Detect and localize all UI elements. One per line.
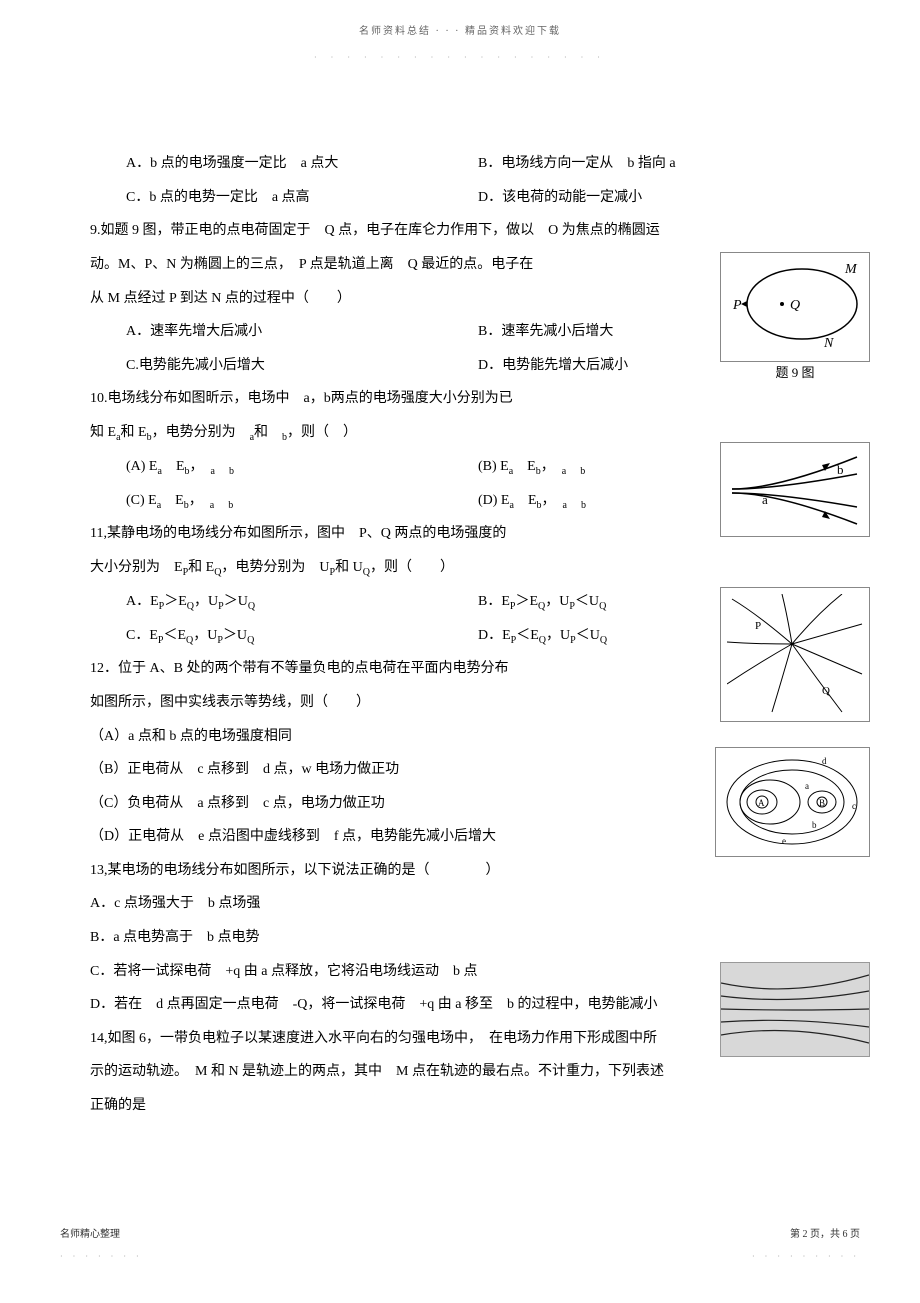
page-footer: 名师精心整理 · · · · · · · 第 2 页，共 6 页 · · · ·… [60,1223,860,1266]
q9-stem1: 9.如题 9 图，带正电的点电荷固定于 Q 点，电子在库仑力作用下，做以 O 为… [90,214,830,248]
svg-text:P: P [755,620,761,632]
q10-stem2: 知 Ea和 Eb，电势分别为 a和 b，则（ ） [90,416,830,450]
q10-label-a: a [762,492,768,507]
q8-opt-d: D．该电荷的动能一定减小 [478,181,830,215]
q9-caption: 题 9 图 [720,364,870,382]
header-dots: · · · · · · · · · · · · · · · · · · [60,48,860,67]
q10-label-b: b [837,462,844,477]
q11-row2: C．EP＜EQ，UP＞UQ D．EP＜EQ，UP＜UQ [90,619,830,653]
curved-field-icon [721,963,869,1056]
q10-row2: (C) Ea Eb， a b (D) Ea Eb， a b [90,484,830,518]
radial-field-icon: P Q [727,594,863,714]
svg-text:B: B [819,798,825,808]
q9-stem3: 从 M 点经过 P 到达 N 点的过程中（ ） [90,282,830,316]
q9-opt-a: A．速率先增大后减小 [126,315,478,349]
q10-opt-c: (C) Ea Eb， a b [126,484,478,518]
q13-figure [720,962,870,1057]
q8-row1: A．b 点的电场强度一定比 a 点大 B．电场线方向一定从 b 指向 a [90,147,830,181]
q10-stem1: 10.电场线分布如图昕示，电场中 a，b两点的电场强度大小分别为已 [90,382,830,416]
q9-label-m: M [844,262,858,277]
q11-figure: P Q [720,587,870,722]
q14-stem3: 正确的是 [90,1089,830,1123]
q11-opt-a: A．EP＞EQ，UP＞UQ [126,585,478,619]
q10-row1: (A) Ea Eb， a b (B) Ea Eb， a b [90,450,830,484]
q14-stem2: 示的运动轨迹。 M 和 N 是轨迹上的两点，其中 M 点在轨迹的最右点。不计重力… [90,1055,830,1089]
q9-label-p: P [732,298,742,313]
header-note: 名师资料总结 · · · 精品资料欢迎下载 [60,20,860,44]
q8-opt-a: A．b 点的电场强度一定比 a 点大 [126,147,478,181]
svg-text:A: A [758,798,765,808]
q13-opt-a: A．c 点场强大于 b 点场强 [90,887,830,921]
page-content: A．b 点的电场强度一定比 a 点大 B．电场线方向一定从 b 指向 a C．b… [60,147,860,1122]
q9-row2: C.电势能先减小后增大 D．电势能先增大后减小 [90,349,830,383]
q13-stem: 13,某电场的电场线分布如图所示，以下说法正确的是（ ） [90,854,830,888]
q8-row2: C．b 点的电势一定比 a 点高 D．该电荷的动能一定减小 [90,181,830,215]
q10-figure: a b [720,442,870,537]
q12-figure: A B a b c d e [715,747,870,857]
svg-text:Q: Q [822,685,830,697]
svg-text:d: d [822,756,827,766]
svg-text:a: a [805,781,809,791]
q13-opt-d: D．若在 d 点再固定一点电荷 -Q，将一试探电荷 +q 由 a 移至 b 的过… [90,988,830,1022]
q12-stem1: 12．位于 A、B 处的两个带有不等量负电的点电荷在平面内电势分布 [90,652,830,686]
q8-opt-c: C．b 点的电势一定比 a 点高 [126,181,478,215]
q9-opt-c: C.电势能先减小后增大 [126,349,478,383]
q11-opt-c: C．EP＜EQ，UP＞UQ [126,619,478,653]
svg-text:b: b [812,820,817,830]
svg-text:e: e [782,836,786,846]
q9-label-n: N [823,336,834,349]
svg-text:c: c [852,801,856,811]
field-lines-icon: a b [727,449,863,529]
equipotential-icon: A B a b c d e [722,754,862,849]
q9-label-q: Q [790,298,800,313]
q13-opt-c: C．若将一试探电荷 +q 由 a 点释放，它将沿电场线运动 b 点 [90,955,830,989]
q10-opt-a: (A) Ea Eb， a b [126,450,478,484]
q9-stem2: 动。M、P、N 为椭圆上的三点， P 点是轨道上离 Q 最近的点。电子在 [90,248,830,282]
q11-row1: A．EP＞EQ，UP＞UQ B．EP＞EQ，UP＜UQ [90,585,830,619]
q9-figure: Q M P N 题 9 图 [720,252,870,382]
q9-row1: A．速率先增大后减小 B．速率先减小后增大 [90,315,830,349]
q12-stem2: 如图所示，图中实线表示等势线，则（ ） [90,686,830,720]
footer-left: 名师精心整理 · · · · · · · [60,1223,143,1266]
q14-stem1: 14,如图 6，一带负电粒子以某速度进入水平向右的匀强电场中， 在电场力作用下形… [90,1022,830,1056]
q8-opt-b: B．电场线方向一定从 b 指向 a [478,147,830,181]
q11-stem1: 11,某静电场的电场线分布如图所示，图中 P、Q 两点的电场强度的 [90,517,830,551]
q13-opt-b: B．a 点电势高于 b 点电势 [90,921,830,955]
footer-right: 第 2 页，共 6 页 · · · · · · · · · [752,1223,860,1266]
q11-stem2: 大小分别为 EP和 EQ，电势分别为 UP和 UQ，则（ ） [90,551,830,585]
ellipse-icon: Q M P N [727,259,863,349]
